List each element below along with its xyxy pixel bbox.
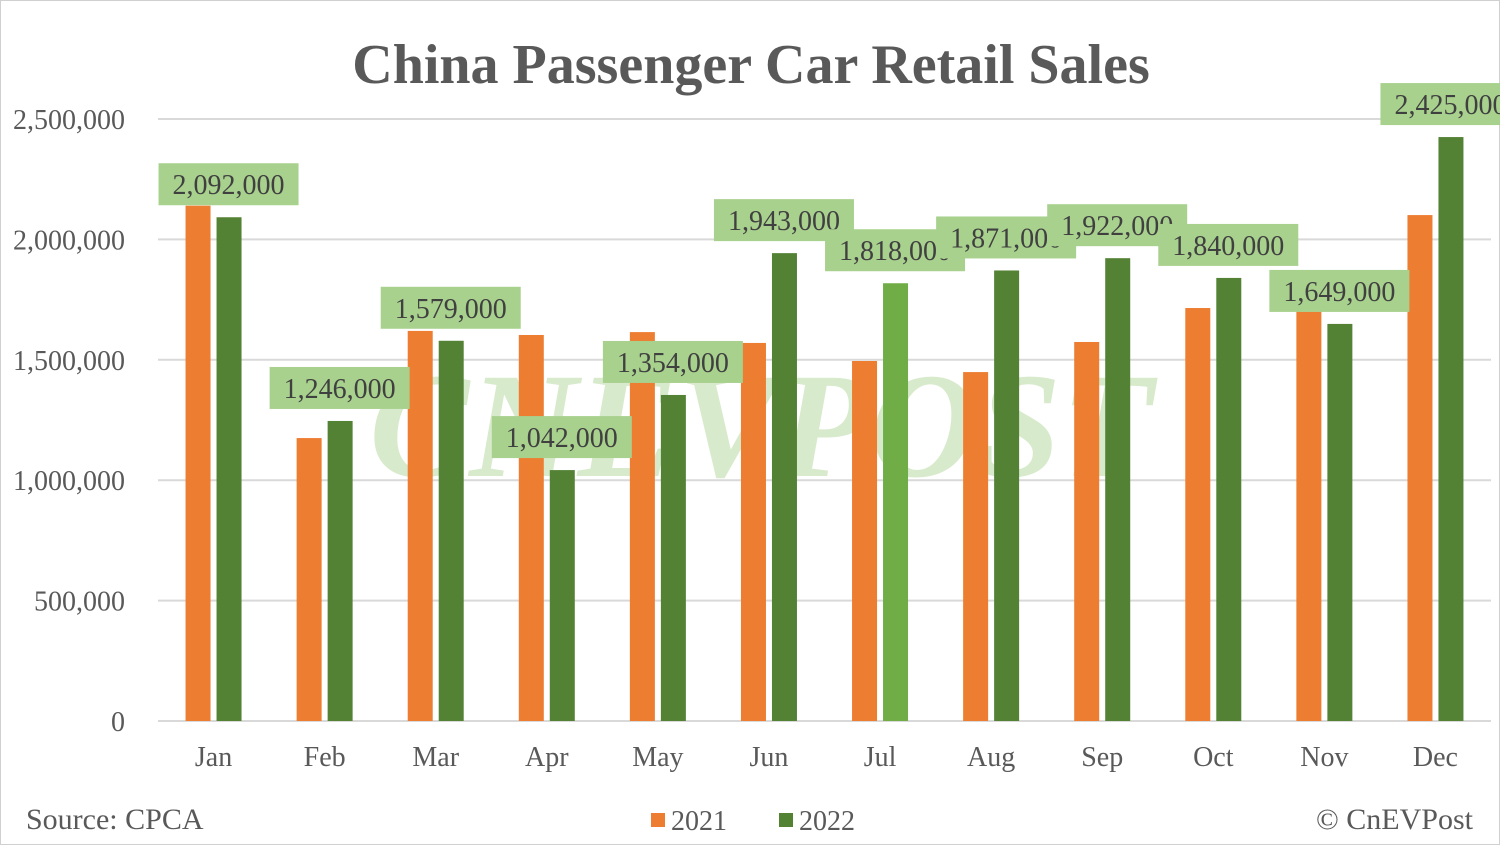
bar-2022-mar — [438, 340, 464, 721]
bar-2022-feb — [327, 420, 353, 721]
data-label-2022-jun: 1,943,000 — [728, 206, 840, 237]
data-label-2022-nov: 1,649,000 — [1283, 277, 1395, 308]
y-tick-label: 500,000 — [34, 587, 125, 618]
data-label-2022-aug: 1,871,000 — [950, 223, 1062, 254]
chart-title: China Passenger Car Retail Sales — [352, 34, 1149, 96]
data-label-box — [1269, 269, 1410, 312]
data-label-2022-dec: 2,425,000 — [1394, 90, 1500, 121]
bar-2021-oct — [1185, 308, 1211, 721]
bar-2021-dec — [1407, 215, 1433, 721]
x-tick-label: Mar — [412, 742, 459, 773]
data-label-box — [269, 366, 410, 409]
x-tick-label: Oct — [1193, 742, 1234, 773]
data-label-box — [158, 163, 299, 206]
legend-swatch-2021 — [651, 813, 665, 827]
bar-2022-sep — [1105, 258, 1131, 721]
data-label-box — [380, 286, 521, 329]
x-tick-label: Jun — [750, 742, 789, 773]
y-tick-label: 1,000,000 — [13, 466, 125, 497]
x-tick-label: Nov — [1300, 742, 1348, 773]
data-label-box — [602, 340, 743, 383]
bar-2022-nov — [1327, 323, 1353, 721]
bar-2021-aug — [963, 372, 989, 721]
bar-2021-nov — [1296, 311, 1322, 721]
data-label-2022-oct: 1,840,000 — [1172, 231, 1284, 262]
data-label-box — [1380, 83, 1500, 126]
data-label-2022-apr: 1,042,000 — [506, 423, 618, 454]
data-label-2022-jan: 2,092,000 — [173, 170, 285, 201]
data-label-2022-feb: 1,246,000 — [284, 374, 396, 405]
data-label-box — [1158, 223, 1299, 266]
y-tick-label: 2,000,000 — [13, 225, 125, 256]
legend-label-2022: 2022 — [799, 806, 855, 837]
legend-label-2021: 2021 — [671, 806, 727, 837]
x-tick-label: May — [632, 742, 683, 773]
bar-2022-oct — [1216, 277, 1242, 721]
data-label-2022-jul: 1,818,000 — [839, 236, 951, 267]
x-tick-label: Aug — [967, 742, 1015, 773]
x-tick-label: Feb — [304, 742, 346, 773]
bar-2022-may — [660, 394, 686, 721]
x-tick-label: Jan — [195, 742, 232, 773]
data-label-2022-mar: 1,579,000 — [395, 294, 507, 325]
bar-2022-jun — [771, 253, 797, 721]
bar-2022-jul — [883, 283, 909, 721]
bar-2022-dec — [1438, 137, 1464, 721]
y-tick-label: 0 — [111, 707, 125, 738]
legend: 2021 2022 — [651, 806, 855, 837]
x-tick-label: Dec — [1413, 742, 1458, 773]
y-tick-label: 1,500,000 — [13, 346, 125, 377]
bar-2021-sep — [1074, 341, 1100, 721]
x-tick-label: Jul — [864, 742, 897, 773]
x-tick-label: Apr — [525, 742, 569, 773]
bar-2022-jan — [216, 217, 242, 721]
bar-2021-feb — [296, 438, 322, 721]
data-label-2022-sep: 1,922,000 — [1061, 211, 1173, 242]
bar-2021-mar — [407, 330, 433, 721]
x-tick-label: Sep — [1081, 742, 1123, 773]
legend-swatch-2022 — [779, 813, 793, 827]
copyright-note: © CnEVPost — [1316, 803, 1474, 836]
data-label-box — [491, 416, 632, 459]
bar-2021-jun — [740, 342, 766, 721]
y-tick-label: 2,500,000 — [13, 105, 125, 136]
bar-2021-jul — [852, 361, 878, 721]
bar-2022-aug — [994, 270, 1020, 721]
bar-2021-jan — [185, 205, 211, 722]
bar-2022-apr — [549, 470, 575, 721]
bar-2021-apr — [518, 334, 544, 721]
source-note: Source: CPCA — [26, 803, 204, 836]
bar-2021-may — [629, 332, 655, 721]
data-label-2022-may: 1,354,000 — [617, 348, 729, 379]
